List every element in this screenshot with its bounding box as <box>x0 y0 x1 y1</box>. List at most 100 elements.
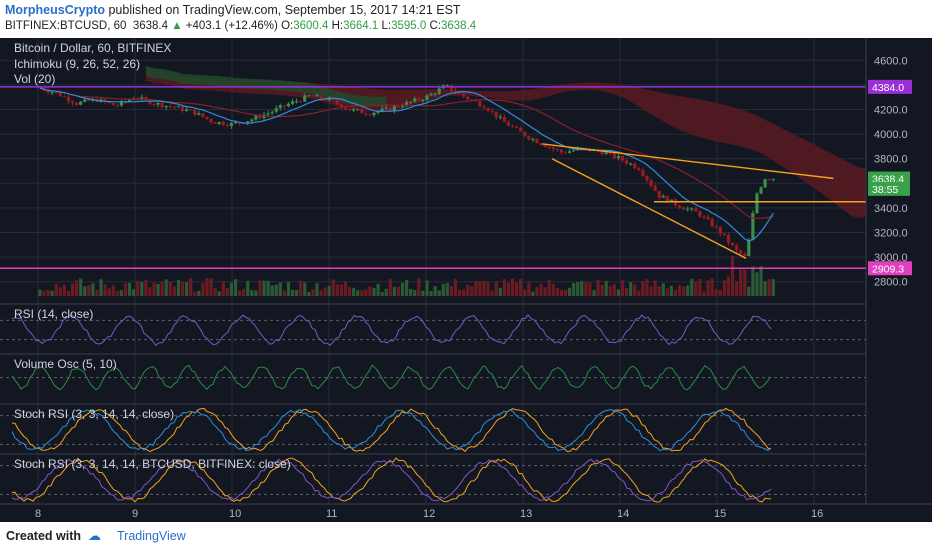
volume-bar <box>42 291 46 296</box>
candle-body <box>364 113 368 115</box>
price-axis[interactable] <box>866 38 932 522</box>
candle-body <box>551 147 555 149</box>
chart-footer: Created with ☁ TradingView <box>0 522 932 550</box>
candle-body <box>107 101 111 104</box>
candle-body <box>637 168 641 171</box>
candle-body <box>115 105 119 107</box>
volume-bar <box>70 283 75 296</box>
candle-body <box>462 93 466 97</box>
candle-body <box>470 99 474 101</box>
candle-body <box>356 109 360 111</box>
volume-bar <box>433 286 437 296</box>
volume-bar <box>168 281 172 296</box>
candle-body <box>189 109 193 111</box>
candle-body <box>739 250 743 254</box>
candle-body <box>767 179 771 181</box>
candle-body <box>168 105 172 107</box>
volume-bar <box>107 288 111 296</box>
volume-bar <box>645 279 649 296</box>
volume-bar <box>755 272 759 296</box>
candle-body <box>233 122 238 124</box>
candle-body <box>453 90 458 93</box>
trendline[interactable] <box>542 143 834 180</box>
volume-bar <box>278 282 282 296</box>
candle-body <box>535 138 539 144</box>
candle-body <box>50 92 54 94</box>
level-price-label: 2909.3 <box>872 263 904 275</box>
high-value: 3664.1 <box>343 20 379 32</box>
trendline[interactable] <box>551 158 747 259</box>
volume-bar <box>95 289 99 296</box>
candle-body <box>620 156 625 161</box>
candle-body <box>698 211 702 217</box>
candle-body <box>747 239 751 257</box>
volume-bar <box>172 286 176 296</box>
volume-bar <box>747 286 751 296</box>
volume-bar <box>331 279 335 296</box>
candle-body <box>380 108 384 112</box>
candle-body <box>714 226 718 228</box>
candle-body <box>417 98 421 101</box>
close-value: 3638.4 <box>440 20 477 32</box>
candle-body <box>722 233 726 236</box>
volume-bar <box>299 280 303 296</box>
time-tick-label: 12 <box>423 508 435 520</box>
candle-body <box>388 107 392 111</box>
candle-body <box>79 101 83 105</box>
volume-bar <box>405 279 409 296</box>
candle-body <box>494 111 498 118</box>
volume-bar <box>567 287 572 296</box>
volume-bar <box>384 288 388 296</box>
volume-bar <box>38 289 42 296</box>
candle-body <box>303 95 307 102</box>
candle-body <box>87 99 91 101</box>
chart-title: Bitcoin / Dollar, 60, BITFINEX <box>14 41 171 55</box>
volume-bar <box>563 290 568 296</box>
time-tick-label: 11 <box>326 508 337 520</box>
volume-bar <box>339 284 344 296</box>
candle-body <box>763 179 767 188</box>
candle-body <box>429 93 433 96</box>
volume-bar <box>612 284 616 296</box>
ichimoku-legend: Ichimoku (9, 26, 52, 26) <box>14 57 140 71</box>
time-tick-label: 16 <box>811 508 823 520</box>
candle-body <box>661 196 665 198</box>
low-value: 3595.0 <box>391 20 427 32</box>
volume-bar <box>127 282 132 296</box>
candle-body <box>641 170 645 176</box>
volume-bar <box>197 290 201 296</box>
bar-countdown-label: 38:55 <box>872 184 898 196</box>
volume-bar <box>490 290 494 296</box>
candle-body <box>209 119 213 123</box>
candle-body <box>405 101 409 107</box>
candle-body <box>103 99 107 102</box>
candle-body <box>694 208 698 212</box>
volume-bar <box>364 289 368 296</box>
candle-body <box>445 85 449 87</box>
volume-bar <box>641 281 645 296</box>
volume-bar <box>677 285 682 296</box>
author-link[interactable]: MorpheusCrypto <box>5 3 105 17</box>
candle-body <box>665 196 669 203</box>
candle-body <box>254 115 258 120</box>
indicator-title: RSI (14, close) <box>14 307 93 321</box>
volume-bar <box>482 280 486 296</box>
candle-body <box>152 104 156 106</box>
volume-bar <box>58 287 62 296</box>
volume-bar <box>237 290 242 296</box>
volume-bar <box>547 279 551 296</box>
volume-bar <box>421 290 425 296</box>
candle-body <box>295 101 299 103</box>
tradingview-link[interactable]: TradingView <box>117 529 186 543</box>
candle-body <box>539 143 543 146</box>
price-tick-label: 4600.0 <box>874 55 908 67</box>
candle-body <box>466 96 470 100</box>
price-tick-label: 3800.0 <box>874 154 908 166</box>
high-label: H: <box>331 20 344 32</box>
volume-bar <box>46 289 50 296</box>
candle-body <box>653 186 657 191</box>
volume-bar <box>388 278 392 296</box>
chart-canvas[interactable]: RSI (14, close)50.00000.0000Volume Osc (… <box>0 38 932 522</box>
volume-bar <box>254 290 258 296</box>
last-price: 3638.4 <box>132 20 168 32</box>
